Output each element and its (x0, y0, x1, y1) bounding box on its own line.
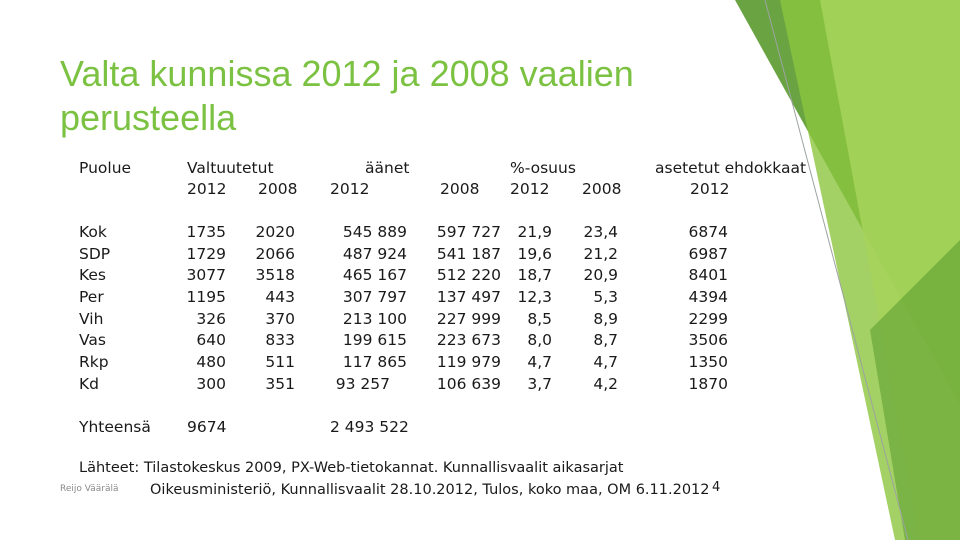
percent-2012: 18,7 (517, 266, 552, 284)
sources-line-1: Lähteet: Tilastokeskus 2009, PX-Web-tiet… (79, 460, 624, 476)
votes-2008: 223 673 (436, 331, 501, 349)
page-number: 4 (712, 480, 721, 495)
header-year-cell: 2012 (330, 180, 370, 198)
header-percent: %-osuus (510, 159, 576, 177)
decor-shape-bottom (870, 240, 960, 540)
header-year-cell: 2008 (258, 180, 298, 198)
party-name: SDP (79, 245, 111, 263)
sources-line-2: Oikeusministeriö, Kunnallisvaalit 28.10.… (150, 482, 710, 498)
votes-2012: 199 615 (342, 331, 407, 349)
percent-2008: 20,9 (583, 266, 618, 284)
councillors-2012: 1195 (186, 288, 226, 306)
party-name: Kes (79, 266, 107, 284)
candidates-2012: 3506 (688, 331, 728, 349)
candidates-2012: 8401 (688, 266, 728, 284)
header-year-cell: 2012 (510, 180, 550, 198)
votes-2012: 545 889 (342, 223, 407, 241)
header-candidates: asetetut ehdokkaat (655, 159, 807, 177)
header-votes: äänet (365, 159, 410, 177)
total-councillors-2012: 9674 (187, 418, 227, 436)
slide-title: Valta kunnissa 2012 ja 2008 vaalien peru… (60, 53, 634, 138)
candidates-2012: 1350 (688, 353, 728, 371)
percent-2012: 8,0 (527, 331, 552, 349)
percent-2008: 5,3 (593, 288, 618, 306)
candidates-2012: 6987 (688, 245, 728, 263)
votes-2008: 512 220 (436, 266, 501, 284)
councillors-2008: 833 (265, 331, 295, 349)
percent-2008: 23,4 (583, 223, 618, 241)
header-year-cell: 2012 (690, 180, 730, 198)
header-year-cell: 2012 (187, 180, 227, 198)
footer-author: Reijo Väärälä (60, 484, 119, 494)
party-name: Kd (79, 375, 100, 393)
percent-2012: 3,7 (527, 375, 552, 393)
councillors-2012: 300 (196, 375, 226, 393)
councillors-2012: 480 (196, 353, 226, 371)
candidates-2012: 4394 (688, 288, 728, 306)
party-name: Vas (79, 331, 106, 349)
votes-2012: 307 797 (342, 288, 407, 306)
total-votes-2012: 2 493 522 (330, 418, 409, 436)
votes-2012: 213 100 (342, 310, 407, 328)
votes-2012: 465 167 (342, 266, 407, 284)
votes-2008: 106 639 (436, 375, 501, 393)
party-name: Per (79, 288, 104, 306)
percent-2008: 21,2 (583, 245, 618, 263)
header-year-cell: 2008 (440, 180, 480, 198)
votes-2008: 597 727 (436, 223, 501, 241)
party-name: Rkp (79, 353, 109, 371)
councillors-2008: 370 (265, 310, 295, 328)
percent-2012: 8,5 (527, 310, 552, 328)
councillors-2012: 640 (196, 331, 226, 349)
party-name: Kok (79, 223, 107, 241)
votes-2012: 487 924 (342, 245, 407, 263)
councillors-2012: 1729 (186, 245, 226, 263)
percent-2012: 19,6 (517, 245, 552, 263)
candidates-2012: 2299 (688, 310, 728, 328)
councillors-2012: 1735 (186, 223, 226, 241)
decor-line (764, 0, 909, 540)
header-year-cell: 2008 (582, 180, 622, 198)
candidates-2012: 6874 (688, 223, 728, 241)
candidates-2012: 1870 (688, 375, 728, 393)
percent-2008: 8,9 (593, 310, 618, 328)
councillors-2008: 3518 (255, 266, 295, 284)
councillors-2008: 443 (265, 288, 295, 306)
councillors-2008: 2066 (255, 245, 295, 263)
councillors-2008: 2020 (255, 223, 295, 241)
header-party: Puolue (79, 159, 132, 177)
percent-2008: 4,7 (593, 353, 618, 371)
votes-2008: 227 999 (436, 310, 501, 328)
votes-2008: 119 979 (436, 353, 501, 371)
votes-2008: 137 497 (436, 288, 501, 306)
percent-2012: 21,9 (517, 223, 552, 241)
percent-2008: 4,2 (593, 375, 618, 393)
councillors-2012: 326 (196, 310, 226, 328)
percent-2012: 4,7 (527, 353, 552, 371)
votes-2012: 93 257 (335, 375, 390, 393)
percent-2012: 12,3 (517, 288, 552, 306)
votes-2008: 541 187 (436, 245, 501, 263)
councillors-2008: 351 (265, 375, 295, 393)
councillors-2008: 511 (265, 353, 295, 371)
total-label: Yhteensä (79, 418, 151, 436)
councillors-2012: 3077 (186, 266, 226, 284)
percent-2008: 8,7 (593, 331, 618, 349)
header-councillors: Valtuutetut (187, 159, 274, 177)
party-name: Vih (79, 310, 104, 328)
votes-2012: 117 865 (342, 353, 407, 371)
